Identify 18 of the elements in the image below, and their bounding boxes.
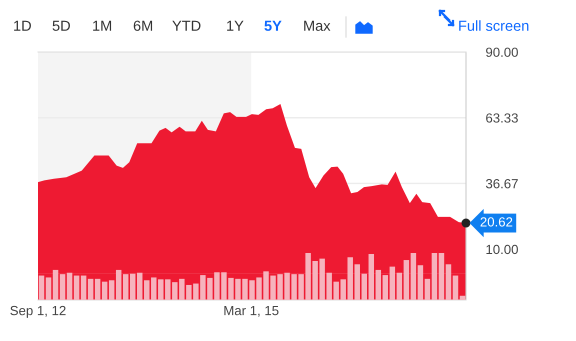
y-tick-label: 90.00 [486, 48, 518, 57]
text: 5Y [264, 20, 282, 31]
x-tick-label: Mar 1, 15 [224, 306, 278, 317]
text: YTD [172, 20, 200, 31]
y-tick-label: 63.33 [486, 113, 518, 123]
text: 1Y [227, 20, 244, 31]
y-tick-label: 36.67 [486, 179, 518, 188]
text: 6M [134, 20, 152, 31]
text: 1M [93, 20, 112, 31]
text: 5D [52, 20, 70, 31]
x-tick-label: Sep 1, 12 [10, 306, 66, 318]
bar [249, 280, 255, 300]
bar [38, 276, 44, 300]
text: Max [304, 20, 330, 31]
text: Full screen [459, 20, 528, 31]
y-tick-label: 10.00 [486, 244, 518, 254]
text: 1D [14, 20, 31, 31]
annotation: 20.62 [480, 217, 512, 227]
